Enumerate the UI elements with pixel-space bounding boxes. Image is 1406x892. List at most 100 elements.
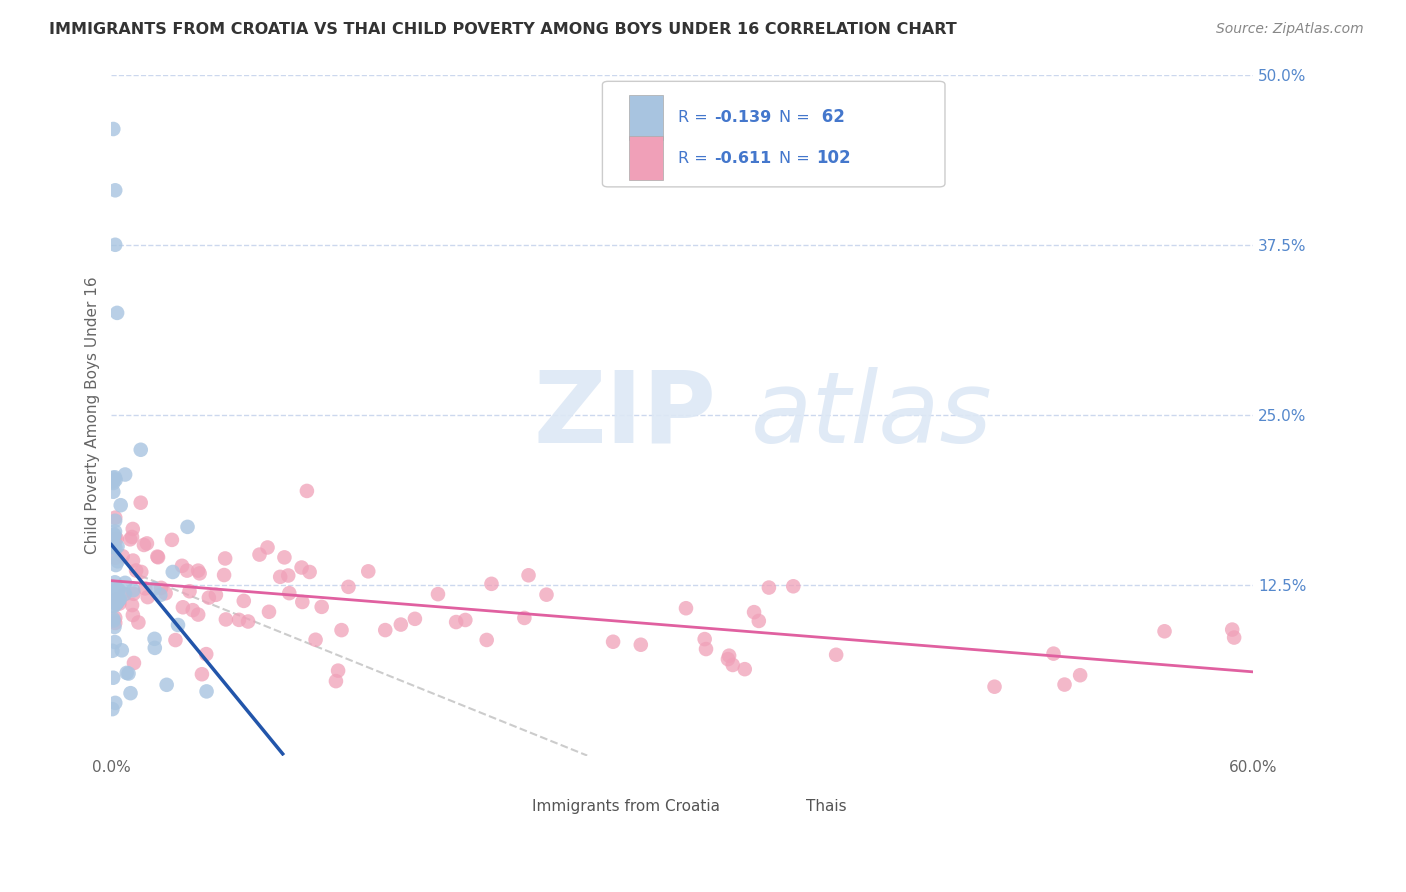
Point (236, 615, 259, 629)
Point (257, 605, 280, 619)
Point (602, 634, 624, 648)
Point (112, 587, 135, 601)
Point (101, 471, 124, 485)
Point (108, 592, 131, 607)
Point (104, 237, 127, 252)
Point (1042, 647, 1064, 661)
Point (107, 583, 129, 598)
Point (122, 656, 145, 670)
Point (513, 611, 536, 625)
Point (104, 470, 127, 484)
Point (214, 551, 236, 566)
Point (205, 588, 228, 602)
Point (104, 510, 127, 524)
Point (444, 615, 467, 629)
Point (107, 554, 129, 568)
Point (129, 565, 152, 579)
Point (143, 632, 166, 646)
Point (404, 612, 426, 626)
Point (291, 595, 314, 609)
Point (143, 582, 166, 596)
Point (179, 584, 201, 599)
Point (103, 540, 125, 554)
Point (125, 564, 148, 578)
Point (132, 538, 155, 552)
Point (1223, 631, 1246, 645)
Point (748, 614, 770, 628)
Point (122, 587, 145, 601)
Text: N =: N = (779, 110, 815, 125)
Point (129, 442, 152, 457)
Text: 62: 62 (815, 109, 845, 127)
Point (325, 674, 347, 689)
Point (187, 564, 209, 578)
Point (337, 580, 360, 594)
Point (517, 568, 540, 582)
Point (101, 475, 124, 489)
Text: -0.611: -0.611 (714, 151, 772, 166)
Point (146, 550, 169, 565)
Point (630, 638, 652, 652)
Point (156, 678, 179, 692)
Point (742, 605, 765, 619)
Point (122, 553, 145, 567)
Point (172, 600, 194, 615)
Point (454, 613, 477, 627)
Point (114, 467, 136, 482)
Point (228, 613, 250, 627)
Point (291, 560, 314, 574)
Text: IMMIGRANTS FROM CROATIA VS THAI CHILD POVERTY AMONG BOYS UNDER 16 CORRELATION CH: IMMIGRANTS FROM CROATIA VS THAI CHILD PO… (49, 22, 957, 37)
Point (983, 680, 1005, 694)
Point (330, 623, 353, 637)
Text: -0.139: -0.139 (714, 110, 772, 125)
Point (481, 577, 503, 591)
Point (105, 532, 128, 546)
Point (104, 635, 127, 649)
Point (718, 648, 741, 663)
Point (311, 599, 333, 614)
Text: ZIP: ZIP (534, 367, 717, 464)
Point (167, 618, 190, 632)
Point (256, 541, 278, 555)
Point (695, 642, 717, 657)
Point (105, 306, 128, 320)
Point (195, 647, 218, 661)
Point (111, 643, 134, 657)
Point (107, 596, 129, 610)
Point (104, 183, 127, 197)
Point (129, 496, 152, 510)
Point (693, 632, 716, 646)
Point (734, 662, 756, 676)
Point (101, 593, 124, 607)
Point (111, 549, 134, 564)
Point (1220, 623, 1243, 637)
Point (1053, 677, 1076, 691)
Point (277, 568, 299, 582)
Point (104, 583, 127, 598)
Point (103, 529, 125, 543)
Point (427, 587, 450, 601)
Point (104, 575, 127, 590)
Point (298, 565, 321, 579)
Point (114, 575, 136, 590)
Point (782, 579, 804, 593)
Text: Source: ZipAtlas.com: Source: ZipAtlas.com (1216, 22, 1364, 37)
Point (195, 684, 218, 698)
Text: R =: R = (678, 110, 713, 125)
Point (105, 596, 128, 610)
Point (1069, 668, 1091, 682)
Point (103, 599, 125, 613)
Point (304, 632, 326, 647)
Point (536, 588, 558, 602)
Point (103, 484, 125, 499)
Point (105, 597, 128, 611)
Point (105, 591, 128, 606)
Point (187, 607, 209, 622)
Point (165, 633, 187, 648)
Point (101, 644, 124, 658)
Point (176, 564, 198, 578)
Point (110, 498, 132, 512)
Point (103, 620, 125, 634)
Point (146, 549, 169, 564)
Point (104, 532, 127, 546)
